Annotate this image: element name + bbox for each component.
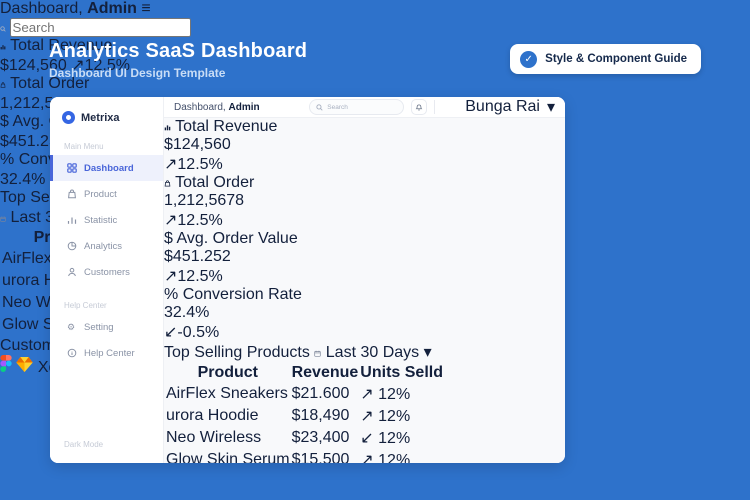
sidebar-item-help-center[interactable]: Help Center: [50, 340, 163, 366]
avatar[interactable]: [442, 99, 458, 115]
stats-row: Total Revenue $124,560 ↗12.5% Total Orde…: [164, 118, 565, 342]
table-row[interactable]: Neo Wireless$23,400 ↙ 12%: [166, 429, 411, 447]
sidebar-item-customers[interactable]: Customers: [50, 259, 163, 285]
page-subtitle: Dashboard UI Design Template: [49, 66, 226, 80]
search-icon: [0, 19, 6, 36]
dollar-icon: $: [164, 230, 173, 247]
stat-card-avg-order-value: $ Avg. Order Value $451.252 ↗12.5%: [164, 230, 565, 286]
date-range-dropdown[interactable]: Last 30 Days ▾: [314, 344, 432, 361]
table-row[interactable]: AirFlex Sneakers$21.600 ↗ 12%: [166, 385, 411, 403]
sidebar-item-product[interactable]: Product: [50, 181, 163, 207]
search-input[interactable]: [10, 18, 192, 37]
sidebar-item-label: Dashboard: [84, 162, 134, 174]
breadcrumb: Dashboard, Admin: [0, 0, 137, 17]
brand-name: Metrixa: [81, 111, 120, 124]
bar-chart-icon: [0, 37, 6, 54]
stat-card-total-revenue: Total Revenue $124,560 ↗12.5%: [0, 37, 750, 75]
menu-icon[interactable]: ≡: [141, 0, 151, 17]
grid-icon: [67, 163, 77, 173]
sidebar-section-main-menu: Main Menu: [64, 142, 104, 151]
stat-value: 32.4%: [164, 304, 210, 321]
user-name: Bunga Rai: [465, 98, 540, 115]
notifications-button[interactable]: [411, 99, 428, 115]
sidebar-item-label: Statistic: [84, 214, 118, 226]
stat-change-badge: ↗12.5%: [164, 212, 223, 229]
panel-title: Top Selling Products: [164, 344, 310, 361]
shopping-bag-icon: [67, 189, 77, 199]
percent-icon: %: [0, 151, 15, 168]
gear-icon: ⚙: [67, 322, 76, 332]
search-icon: [316, 98, 323, 116]
sketch-icon[interactable]: [16, 357, 37, 376]
sidebar-item-dashboard[interactable]: Dashboard: [50, 155, 163, 181]
style-guide-label: Style & Component Guide: [545, 53, 687, 65]
stat-label: Total Order: [10, 75, 90, 92]
sidebar: Metrixa Main Menu Dashboard Product Stat…: [50, 97, 164, 463]
dollar-icon: $: [0, 113, 9, 130]
divider: [434, 100, 436, 114]
shopping-bag-icon: [164, 174, 171, 191]
stat-label: Total Revenue: [10, 37, 113, 54]
figma-icon[interactable]: [0, 355, 16, 376]
percent-icon: %: [164, 286, 179, 303]
table-header-row: Product Revenue Units Selld: [197, 364, 443, 381]
sidebar-section-dark-mode: Dark Mode: [64, 440, 104, 449]
dashboard-preview: Metrixa Main Menu Dashboard Product Stat…: [50, 97, 565, 463]
stat-card-total-revenue: Total Revenue $124,560 ↗12.5%: [164, 118, 565, 174]
info-icon: [67, 348, 77, 358]
stat-value: $124,560: [0, 57, 67, 74]
search-input-wrap: [309, 98, 405, 116]
stat-value: 32.4%: [0, 171, 46, 188]
stat-value: $451.252: [164, 248, 231, 265]
sidebar-item-label: Product: [84, 188, 117, 200]
sidebar-section-help-center: Help Center: [64, 301, 107, 310]
stat-change-badge: ↗12.5%: [71, 57, 130, 74]
bar-chart-icon: [164, 118, 171, 135]
sidebar-item-label: Customers: [84, 266, 130, 278]
bell-icon: [415, 104, 423, 111]
pie-chart-icon: [67, 241, 77, 251]
brand-logo-icon: [62, 111, 75, 124]
stat-change-badge: ↙-0.5%: [164, 324, 220, 341]
sidebar-item-label: Analytics: [84, 240, 123, 252]
sidebar-item-statistic[interactable]: Statistic: [50, 207, 163, 233]
calendar-icon: [314, 350, 321, 357]
calendar-icon: [0, 216, 6, 222]
sidebar-item-label: Setting: [84, 321, 114, 333]
dashboard-content: Dashboard, Admin Bunga Rai ▾ Total Reven…: [164, 97, 565, 463]
bar-chart-icon: [67, 215, 77, 225]
stat-change-badge: ↗12.5%: [164, 268, 223, 285]
stat-label: Avg. Order Value: [176, 230, 298, 247]
chevron-down-icon: ▾: [423, 344, 432, 361]
shopping-bag-icon: [0, 75, 6, 92]
style-guide-button[interactable]: ✓ Style & Component Guide: [510, 44, 701, 74]
stat-label: Conversion Rate: [182, 286, 302, 303]
stat-value: 1,212,5678: [164, 192, 245, 209]
breadcrumb: Dashboard, Admin: [174, 101, 260, 113]
top-selling-products-panel: Top Selling Products Last 30 Days ▾ Prod…: [164, 342, 565, 463]
page-title: Analytics SaaS Dashboard: [49, 40, 308, 62]
stat-card-conversion-rate: % Conversion Rate 32.4% ↙-0.5%: [164, 286, 565, 342]
user-icon: [67, 267, 77, 277]
stat-label: Total Revenue: [175, 118, 278, 135]
stat-change-badge: ↗12.5%: [164, 156, 223, 173]
stat-value: $124,560: [164, 136, 231, 153]
table-row[interactable]: Glow Skin Serum$15,500 ↗ 12%: [166, 451, 411, 463]
sidebar-item-analytics[interactable]: Analytics: [50, 233, 163, 259]
sidebar-item-setting[interactable]: ⚙ Setting: [50, 314, 163, 340]
top-selling-table: Product Revenue Units Selld AirFlex Snea…: [164, 362, 445, 463]
search-input-wrap: [0, 18, 750, 37]
table-row[interactable]: urora Hoodie$18,490 ↗ 12%: [166, 407, 411, 425]
check-icon: ✓: [520, 50, 538, 68]
brand: Metrixa: [50, 107, 163, 134]
dashboard-topbar: Dashboard, Admin Bunga Rai ▾: [164, 97, 565, 118]
stat-card-total-order: Total Order 1,212,5678 ↗12.5%: [164, 174, 565, 230]
chevron-down-icon[interactable]: ▾: [546, 99, 555, 116]
stat-label: Total Order: [175, 174, 255, 191]
sidebar-item-label: Help Center: [84, 347, 135, 359]
search-input[interactable]: [327, 103, 398, 111]
